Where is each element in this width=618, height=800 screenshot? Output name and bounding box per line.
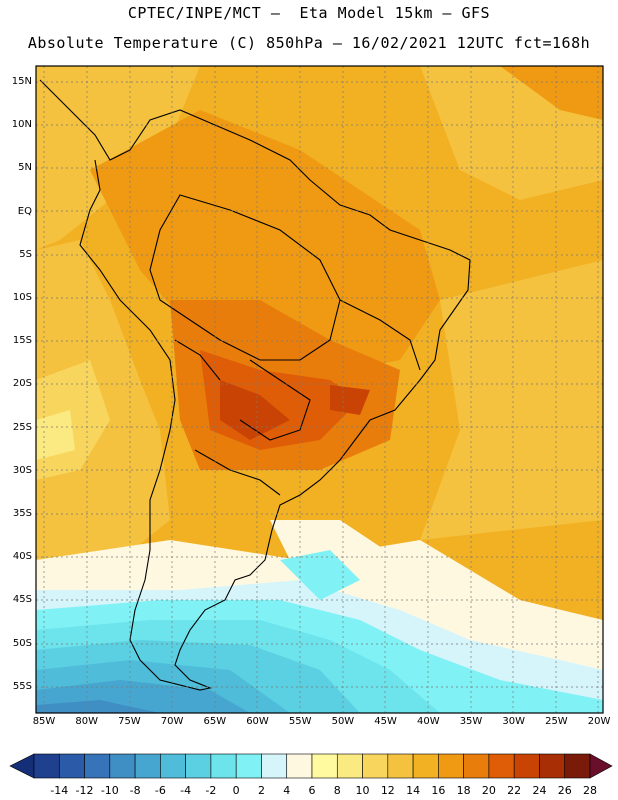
colorbar-tick-label: 16: [431, 784, 446, 797]
lon-tick-label: 65W: [203, 716, 227, 727]
colorbar-cell: [210, 753, 237, 779]
colorbar-tick-label: 22: [507, 784, 522, 797]
colorbar-tick-label: 4: [283, 784, 291, 797]
lon-tick-label: 45W: [374, 716, 397, 727]
lat-tick-label: 55S: [12, 680, 32, 692]
map-subtitle: Absolute Temperature (C) 850hPa – 16/02/…: [27, 34, 591, 52]
colorbar-tick-label: -4: [180, 784, 192, 797]
lon-tick-label: 55W: [288, 716, 312, 727]
colorbar-cell: [84, 753, 111, 779]
colorbar-cell: [564, 753, 591, 779]
colorbar-tick-label: 14: [406, 784, 421, 797]
lon-tick-label: 50W: [331, 716, 355, 727]
colorbar-cell: [387, 753, 414, 779]
lon-tick-label: 80W: [75, 716, 98, 727]
colorbar-cell: [261, 753, 288, 779]
colorbar-tick-label: 28: [583, 784, 597, 797]
colorbar-tick-label: 0: [232, 784, 240, 797]
lat-tick-label: 5S: [19, 248, 32, 260]
colorbar-cell: [311, 753, 338, 779]
lat-tick-label: 10N: [11, 119, 32, 131]
lat-tick-label: 25S: [12, 421, 32, 433]
colorbar-tick-label: -2: [205, 784, 217, 797]
lat-tick-label: 5N: [18, 162, 32, 174]
lon-tick-label: 40W: [416, 716, 440, 727]
temperature-field: [36, 66, 603, 713]
colorbar-cell: [362, 753, 389, 779]
temperature-map: [35, 65, 604, 714]
colorbar-tick-label: -6: [154, 784, 166, 797]
lat-tick-label: 40S: [12, 551, 32, 563]
colorbar-cell: [336, 753, 363, 779]
colorbar-tick-label: 10: [355, 784, 370, 797]
lon-tick-label: 25W: [545, 716, 568, 727]
colorbar-tick-label: -10: [100, 784, 119, 797]
colorbar-arrow-high: [589, 753, 613, 779]
colorbar-cell: [235, 753, 262, 779]
colorbar-cell: [160, 753, 186, 779]
colorbar-tick-label: 24: [532, 784, 547, 797]
colorbar-tick-label: -14: [50, 784, 69, 797]
colorbar-cell: [438, 753, 464, 779]
lat-tick-label: EQ: [17, 205, 32, 217]
lat-tick-label: 30S: [12, 464, 32, 476]
lat-tick-label: 15N: [11, 76, 32, 87]
colorbar-cell: [58, 753, 85, 779]
colorbar-cell: [488, 753, 515, 779]
colorbar: [9, 753, 613, 779]
colorbar-tick-label: 6: [308, 784, 316, 797]
lat-tick-label: 10S: [12, 292, 32, 303]
colorbar-cell: [185, 753, 212, 779]
lat-tick-label: 35S: [12, 508, 32, 519]
lon-tick-label: 20W: [587, 716, 611, 727]
map-frame: [35, 65, 604, 714]
colorbar-cell: [134, 753, 161, 779]
lon-tick-label: 60W: [246, 716, 269, 727]
colorbar-cell: [513, 753, 540, 779]
colorbar-tick-label: -8: [129, 784, 141, 797]
lon-tick-label: 85W: [32, 716, 56, 727]
lat-tick-label: 15S: [12, 335, 32, 347]
colorbar-tick-label: 20: [481, 784, 496, 797]
colorbar-tick-label: -12: [75, 784, 94, 797]
colorbar-tick-label: 18: [456, 784, 471, 797]
colorbar-tick-label: 8: [333, 784, 341, 797]
lon-tick-label: 30W: [502, 716, 525, 727]
lat-tick-label: 50S: [12, 637, 32, 649]
map-title: CPTEC/INPE/MCT – Eta Model 15km – GFS: [127, 4, 491, 22]
colorbar-cell: [109, 753, 136, 779]
colorbar-cell: [412, 753, 439, 779]
colorbar-cell: [463, 753, 490, 779]
colorbar-cell: [33, 753, 60, 779]
colorbar-cell: [286, 753, 313, 779]
lat-tick-label: 45S: [12, 594, 32, 606]
colorbar-arrow-low: [9, 753, 35, 779]
lon-tick-label: 35W: [459, 716, 483, 727]
colorbar-tick-label: 12: [380, 784, 395, 797]
lon-tick-label: 75W: [118, 716, 141, 727]
coastlines: [39, 79, 471, 691]
lat-tick-label: 20S: [12, 378, 32, 390]
lon-tick-label: 70W: [160, 716, 184, 727]
colorbar-tick-label: 26: [557, 784, 572, 797]
colorbar-cell: [539, 753, 566, 779]
colorbar-tick-label: 2: [257, 784, 265, 797]
